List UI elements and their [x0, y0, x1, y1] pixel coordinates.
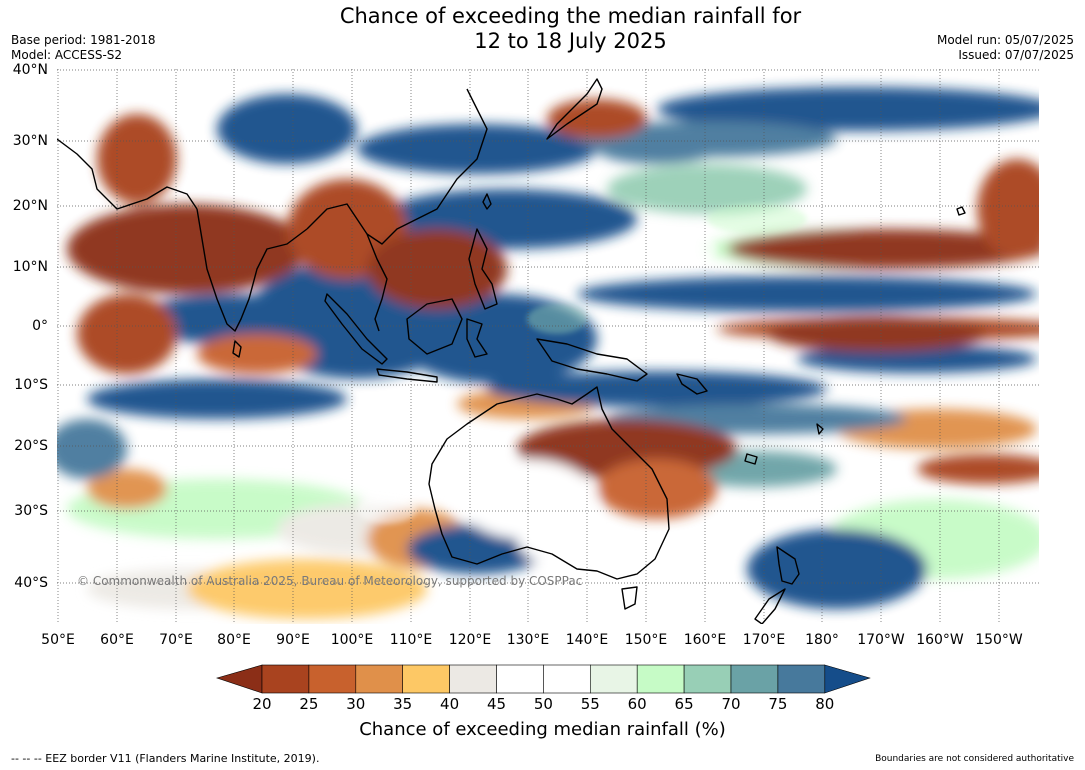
colorbar-tick-label: 20: [252, 695, 271, 713]
colorbar-arrow-high: [824, 664, 871, 694]
colorbar-tick-label: 50: [534, 695, 553, 713]
map-canvas: [57, 69, 1039, 624]
copyright-notice: © Commonwealth of Australia 2025, Bureau…: [77, 574, 583, 588]
lon-label-90e: 90°E: [276, 632, 310, 648]
lon-label-170e: 170°E: [742, 632, 786, 648]
colorbar-tick-label: 45: [487, 695, 506, 713]
colorbar-tick-label: 30: [346, 695, 365, 713]
colorbar: 20 25 30 35 40 45 50 55 60 65 70 75 80: [215, 664, 871, 713]
colorbar-swatch: [449, 664, 497, 694]
colorbar-swatch: [543, 664, 591, 694]
colorbar-swatch: [589, 664, 638, 694]
colorbar-swatch: [777, 664, 826, 694]
colorbar-tick-label: 75: [768, 695, 787, 713]
graticule: [57, 69, 1039, 624]
lon-label-170w: 170°W: [857, 632, 905, 648]
coastlines: [57, 78, 966, 624]
colorbar-swatch: [496, 664, 544, 694]
colorbar-swatch: [683, 664, 732, 694]
colorbar-tick-label: 35: [393, 695, 412, 713]
title-line-1: Chance of exceeding the median rainfall …: [339, 4, 802, 28]
boundaries-disclaimer: Boundaries are not considered authoritat…: [875, 754, 1074, 764]
lat-label-0: 0°: [32, 318, 48, 334]
colorbar-tick-label: 60: [628, 695, 647, 713]
lat-label-40n: 40°N: [12, 62, 48, 78]
issued-date: Issued: 07/07/2025: [958, 48, 1074, 62]
lon-label-100e: 100°E: [330, 632, 374, 648]
lon-label-80e: 80°E: [217, 632, 251, 648]
colorbar-swatch: [261, 664, 310, 694]
lon-label-160e: 160°E: [683, 632, 727, 648]
colorbar-swatch: [730, 664, 779, 694]
colorbar-tick-label: 40: [440, 695, 459, 713]
base-period: Base period: 1981-2018: [11, 33, 156, 47]
lon-label-160w: 160°W: [916, 632, 964, 648]
lon-label-50e: 50°E: [41, 632, 75, 648]
colorbar-swatch: [636, 664, 685, 694]
lat-label-10s: 10°S: [14, 377, 48, 393]
colorbar-swatch: [402, 664, 450, 694]
eez-legend: -- -- -- EEZ border V11 (Flanders Marine…: [11, 752, 320, 765]
map-title: Chance of exceeding the median rainfall …: [0, 4, 1085, 54]
lat-label-30s: 30°S: [14, 503, 48, 519]
lon-label-60e: 60°E: [100, 632, 134, 648]
lat-label-40s: 40°S: [14, 575, 48, 591]
lat-label-30n: 30°N: [12, 133, 48, 149]
lat-label-10n: 10°N: [12, 259, 48, 275]
lat-label-20n: 20°N: [12, 198, 48, 214]
lat-label-20s: 20°S: [14, 438, 48, 454]
lon-label-180: 180°: [805, 632, 839, 648]
colorbar-title: Chance of exceeding median rainfall (%): [359, 719, 726, 740]
lon-label-150e: 150°E: [624, 632, 668, 648]
lon-label-130e: 130°E: [506, 632, 550, 648]
meta-right: Model run: 05/07/2025 Issued: 07/07/2025: [937, 33, 1074, 63]
colorbar-arrow-low: [215, 664, 263, 694]
meta-left: Base period: 1981-2018 Model: ACCESS-S2: [11, 33, 156, 63]
title-line-2: 12 to 18 July 2025: [474, 29, 667, 53]
colorbar-tick-label: 65: [675, 695, 694, 713]
model-run: Model run: 05/07/2025: [936, 33, 1074, 47]
lon-label-120e: 120°E: [448, 632, 492, 648]
probability-field: [57, 69, 1039, 624]
colorbar-tick-label: 80: [815, 695, 834, 713]
lon-label-150w: 150°W: [975, 632, 1023, 648]
map-panel: [57, 69, 1039, 624]
lon-label-70e: 70°E: [159, 632, 193, 648]
lon-label-140e: 140°E: [565, 632, 609, 648]
colorbar-swatch: [355, 664, 404, 694]
colorbar-swatch: [308, 664, 357, 694]
colorbar-tick-label: 55: [581, 695, 600, 713]
colorbar-tick-label: 25: [299, 695, 318, 713]
model-name: Model: ACCESS-S2: [11, 48, 123, 62]
colorbar-tick-label: 70: [721, 695, 740, 713]
lon-label-110e: 110°E: [389, 632, 433, 648]
